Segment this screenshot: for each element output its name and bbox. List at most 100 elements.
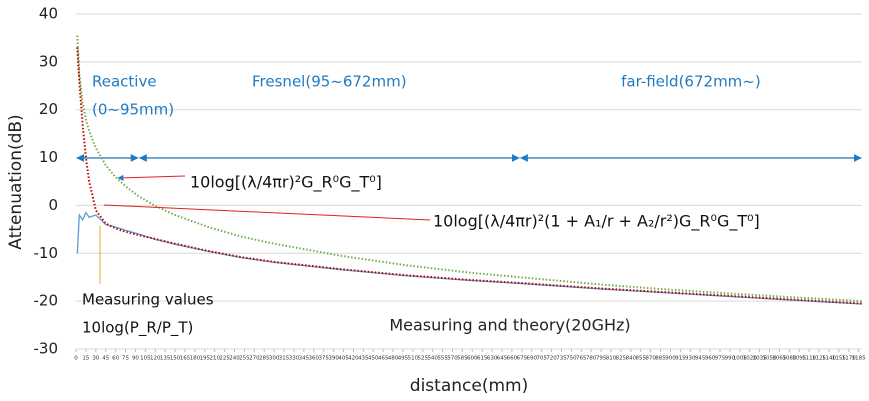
x-tick-label: 0: [74, 356, 78, 362]
x-tick-label: 150: [170, 356, 181, 362]
x-tick-label: 240: [229, 356, 240, 362]
x-tick-label: 720: [546, 356, 557, 362]
x-tick-label: 180: [190, 356, 201, 362]
x-tick-label: 405: [338, 356, 349, 362]
x-tick-label: 675: [517, 356, 528, 362]
x-tick-label: 435: [358, 356, 369, 362]
x-tick-label: 345: [299, 356, 310, 362]
x-tick-label: 570: [447, 356, 458, 362]
x-tick-label: 420: [348, 356, 359, 362]
x-tick-label: 375: [318, 356, 329, 362]
x-tick-label: 795: [596, 356, 607, 362]
x-tick-label: 225: [219, 356, 230, 362]
region-label: Reactive: [92, 73, 157, 91]
x-tick-label: 840: [626, 356, 637, 362]
y-tick-label: 20: [39, 100, 58, 118]
x-tick-label: 45: [102, 356, 109, 362]
x-tick-label: 1110: [802, 356, 816, 362]
y-tick-label: 0: [48, 196, 58, 214]
x-tick-label: 60: [112, 356, 119, 362]
x-tick-label: 540: [427, 356, 438, 362]
y-tick-label: -20: [34, 292, 59, 310]
legend-note: 10log(P_R/P_T): [82, 319, 193, 338]
x-tick-label: 15: [82, 356, 89, 362]
x-tick-label: 465: [378, 356, 389, 362]
x-tick-label: 1080: [782, 356, 796, 362]
region-sublabel: (0~95mm): [92, 101, 174, 119]
x-tick-label: 450: [368, 356, 379, 362]
x-tick-label: 255: [239, 356, 250, 362]
x-tick-label: 645: [497, 356, 508, 362]
y-tick-label: -30: [34, 340, 59, 358]
x-tick-label: 660: [507, 356, 518, 362]
x-tick-label: 615: [477, 356, 488, 362]
legend-label: 10log[(λ/4πr)²(1 + A₁/r + A₂/r²)G_R⁰G_T⁰…: [433, 212, 760, 232]
chart-title: Measuring and theory(20GHz): [389, 316, 630, 335]
x-tick-label: 630: [487, 356, 498, 362]
series-line: [76, 47, 863, 305]
x-tick-label: 1035: [753, 356, 767, 362]
legend-label: 10log[(λ/4πr)²G_R⁰G_T⁰]: [190, 173, 382, 193]
x-tick-label: 705: [536, 356, 547, 362]
x-tick-label: 600: [467, 356, 478, 362]
x-tick-label: 900: [665, 356, 676, 362]
x-tick-label: 555: [437, 356, 448, 362]
x-tick-label: 1170: [842, 356, 856, 362]
x-tick-label: 390: [328, 356, 339, 362]
x-tick-label: 765: [576, 356, 587, 362]
x-tick-label: 1125: [812, 356, 826, 362]
annotation-arrow: [117, 174, 186, 181]
x-tick-label: 1065: [772, 356, 786, 362]
x-tick-label: 1155: [832, 356, 846, 362]
x-tick-label: 690: [526, 356, 537, 362]
y-tick-label: 40: [39, 5, 58, 23]
y-axis-label: Attenuation(dB): [6, 114, 26, 249]
x-tick-label: 90: [132, 356, 139, 362]
x-tick-label: 885: [655, 356, 666, 362]
x-tick-label: 915: [675, 356, 686, 362]
x-tick-label: 735: [556, 356, 567, 362]
x-tick-label: 480: [388, 356, 399, 362]
y-tick-label: 10: [39, 148, 58, 166]
x-tick-label: 210: [209, 356, 220, 362]
x-tick-label: 75: [122, 356, 129, 362]
x-tick-label: 1050: [763, 356, 777, 362]
annotation-arrow: [103, 204, 431, 221]
x-tick-label: 960: [705, 356, 716, 362]
x-tick-label: 810: [606, 356, 617, 362]
region-label: far-field(672mm~): [621, 73, 761, 91]
x-tick-label: 825: [616, 356, 627, 362]
x-tick-label: 870: [645, 356, 656, 362]
x-tick-label: 165: [180, 356, 191, 362]
x-tick-label: 945: [695, 356, 706, 362]
y-tick-label: 30: [39, 52, 58, 70]
x-tick-label: 990: [725, 356, 736, 362]
x-tick-label: 270: [249, 356, 260, 362]
x-tick-label: 30: [92, 356, 99, 362]
x-axis-label: distance(mm): [410, 376, 528, 396]
x-tick-label: 525: [418, 356, 429, 362]
legend-label: Measuring values: [82, 291, 214, 309]
x-tick-label: 330: [289, 356, 300, 362]
x-tick-label: 1095: [792, 356, 806, 362]
x-tick-label: 750: [566, 356, 577, 362]
x-tick-label: 300: [269, 356, 280, 362]
x-tick-label: 585: [457, 356, 468, 362]
x-tick-label: 315: [279, 356, 290, 362]
x-tick-label: 855: [635, 356, 646, 362]
x-tick-label: 1185: [852, 356, 866, 362]
y-tick-label: -10: [34, 244, 59, 262]
x-tick-label: 360: [309, 356, 320, 362]
x-tick-label: 285: [259, 356, 270, 362]
x-tick-label: 120: [150, 356, 161, 362]
x-tick-label: 135: [160, 356, 171, 362]
x-tick-label: 1140: [822, 356, 836, 362]
region-label: Fresnel(95~672mm): [252, 73, 407, 91]
series-line: [76, 35, 863, 303]
x-tick-label: 780: [586, 356, 597, 362]
x-tick-label: 495: [398, 356, 409, 362]
x-tick-label: 1020: [743, 356, 757, 362]
x-tick-label: 510: [408, 356, 419, 362]
